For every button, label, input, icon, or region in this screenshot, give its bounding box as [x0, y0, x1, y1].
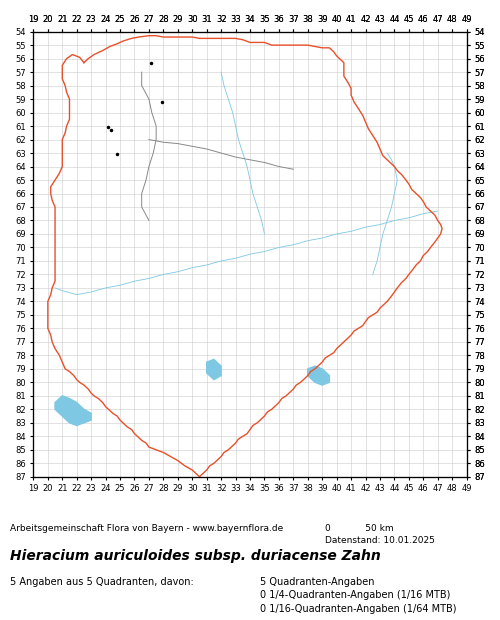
Text: 5 Quadranten-Angaben: 5 Quadranten-Angaben: [260, 577, 374, 587]
Polygon shape: [308, 366, 330, 385]
Text: Hieracium auriculoides subsp. duriacense Zahn: Hieracium auriculoides subsp. duriacense…: [10, 549, 381, 563]
Text: Datenstand: 10.01.2025: Datenstand: 10.01.2025: [325, 536, 435, 546]
Polygon shape: [55, 396, 91, 425]
Text: 0 1/16-Quadranten-Angaben (1/64 MTB): 0 1/16-Quadranten-Angaben (1/64 MTB): [260, 604, 456, 614]
Text: 0 1/4-Quadranten-Angaben (1/16 MTB): 0 1/4-Quadranten-Angaben (1/16 MTB): [260, 590, 450, 600]
Text: Arbeitsgemeinschaft Flora von Bayern - www.bayernflora.de: Arbeitsgemeinschaft Flora von Bayern - w…: [10, 524, 283, 533]
Text: 0            50 km: 0 50 km: [325, 524, 394, 533]
Text: 5 Angaben aus 5 Quadranten, davon:: 5 Angaben aus 5 Quadranten, davon:: [10, 577, 194, 587]
Polygon shape: [206, 360, 221, 379]
